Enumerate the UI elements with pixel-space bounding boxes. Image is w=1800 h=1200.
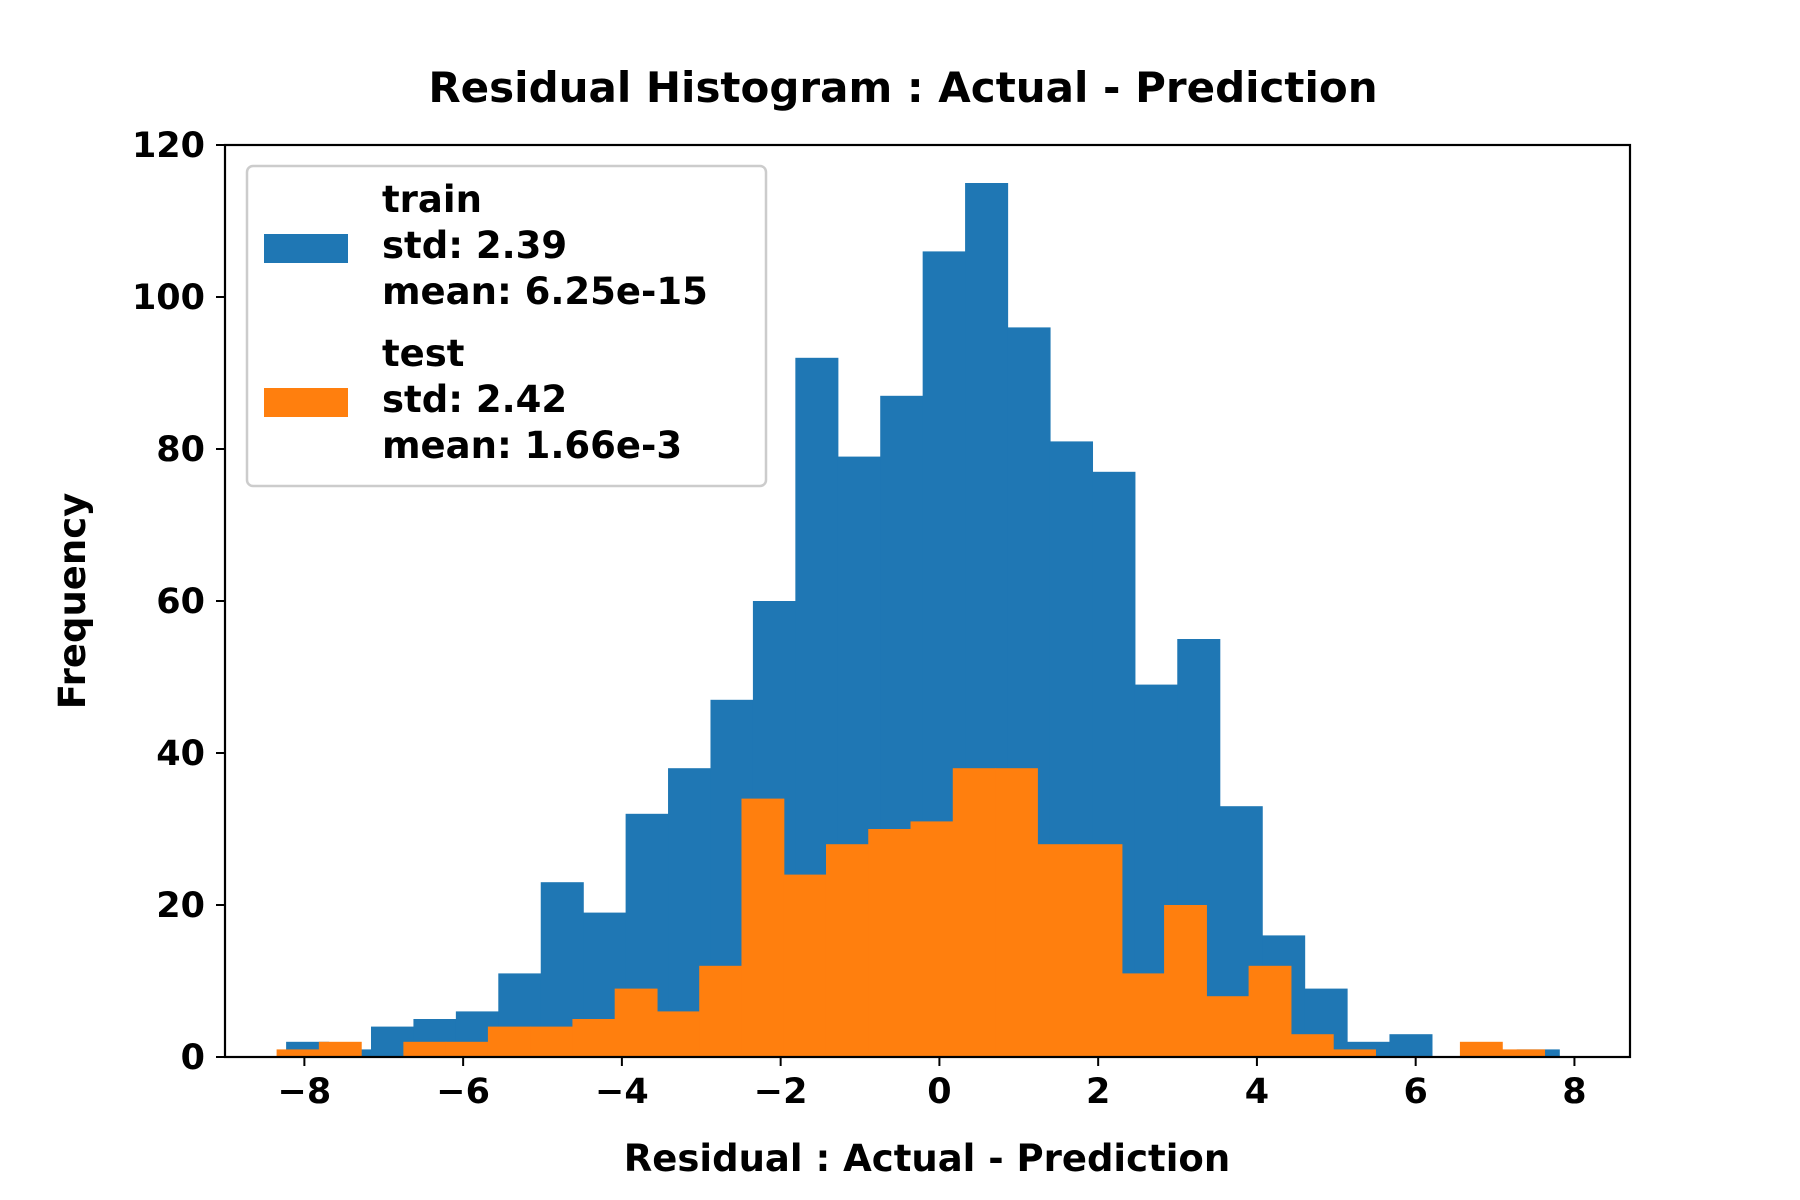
y-tick-label-3: 60 [156, 582, 205, 622]
x-tick-label-8: 8 [1562, 1072, 1586, 1112]
test-bar-11 [741, 798, 785, 1057]
y-tick-label-0: 0 [181, 1038, 205, 1078]
legend-swatch-test [264, 388, 348, 417]
test-bar-20 [1121, 973, 1165, 1057]
train-bar-26 [1389, 1034, 1433, 1057]
test-bar-5 [487, 1026, 531, 1057]
x-tick-label-2: −4 [595, 1072, 649, 1112]
test-bar-12 [783, 874, 827, 1057]
x-axis-label: Residual : Actual - Prediction [624, 1137, 1230, 1180]
y-tick-label-4: 80 [156, 430, 205, 470]
legend: train std: 2.39 mean: 6.25e-15 test std:… [245, 164, 768, 488]
test-bar-15 [910, 821, 954, 1057]
x-tick-label-3: −2 [754, 1072, 808, 1112]
test-bar-16 [952, 768, 996, 1057]
y-tick-label-2: 40 [156, 734, 205, 774]
y-tick-label-5: 100 [132, 278, 205, 318]
x-tick-label-0: −8 [278, 1072, 332, 1112]
test-bar-8 [614, 988, 658, 1057]
test-bar-18 [1037, 844, 1081, 1057]
legend-swatch-train [264, 234, 348, 263]
chart-title: Residual Histogram : Actual - Prediction [428, 63, 1377, 112]
test-bar-28 [1459, 1041, 1503, 1057]
test-bar-24 [1290, 1034, 1334, 1057]
x-axis-ticks: −8 −6 −4 −2 0 2 4 6 8 [278, 1057, 1587, 1112]
x-tick-label-1: −6 [436, 1072, 490, 1112]
y-axis-label: Frequency [51, 493, 94, 710]
test-bar-17 [995, 768, 1038, 1057]
test-bar-6 [530, 1026, 574, 1057]
legend-train-mean: mean: 6.25e-15 [382, 270, 708, 313]
test-bar-13 [825, 844, 869, 1057]
x-tick-label-4: 0 [927, 1072, 951, 1112]
test-bar-3 [403, 1041, 447, 1057]
test-bars [276, 768, 1546, 1057]
test-bar-1 [318, 1041, 362, 1057]
legend-train-std: std: 2.39 [382, 224, 567, 267]
test-bar-9 [656, 1011, 700, 1057]
test-bar-14 [868, 829, 912, 1057]
legend-test-mean: mean: 1.66e-3 [382, 424, 682, 467]
legend-train-name: train [382, 178, 482, 221]
test-bar-4 [445, 1041, 489, 1057]
test-bar-10 [699, 965, 743, 1057]
test-bar-19 [1079, 844, 1123, 1057]
test-bar-7 [572, 1019, 616, 1057]
legend-box [245, 164, 768, 488]
y-axis-ticks: 0 20 40 60 80 100 120 [132, 126, 225, 1078]
test-bar-0 [276, 1049, 320, 1057]
test-bar-29 [1502, 1049, 1546, 1057]
test-bar-21 [1164, 905, 1207, 1057]
test-bar-22 [1206, 996, 1250, 1057]
x-tick-label-6: 4 [1245, 1072, 1269, 1112]
test-bar-23 [1248, 965, 1292, 1057]
legend-test-name: test [382, 332, 465, 375]
test-bar-25 [1333, 1049, 1376, 1057]
x-tick-label-5: 2 [1086, 1072, 1110, 1112]
y-tick-label-6: 120 [132, 126, 205, 166]
x-tick-label-7: 6 [1403, 1072, 1427, 1112]
y-tick-label-1: 20 [156, 886, 205, 926]
legend-test-std: std: 2.42 [382, 378, 567, 421]
